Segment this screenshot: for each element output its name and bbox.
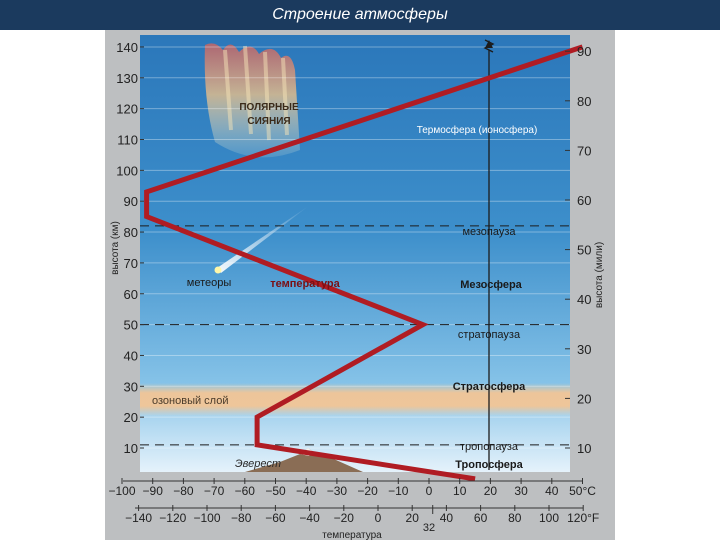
meteor-icon xyxy=(214,266,222,274)
fahrenheit-tick-label: 0 xyxy=(375,511,382,525)
celsius-tick-label: −100 xyxy=(108,484,135,498)
temperature-profile-line xyxy=(144,44,584,482)
right-tick-label: 70 xyxy=(577,143,591,158)
left-tick-label: 30 xyxy=(124,379,138,394)
left-tick-label: 40 xyxy=(124,348,138,363)
tropopause-label: тропопауза xyxy=(460,441,519,453)
left-tick-label: 140 xyxy=(116,40,138,55)
left-tick-label: 100 xyxy=(116,163,138,178)
meteor-image xyxy=(214,205,310,274)
right-tick-label: 10 xyxy=(577,441,591,456)
celsius-tick-label: −50 xyxy=(265,484,286,498)
left-tick-label: 10 xyxy=(124,441,138,456)
right-tick-label: 90 xyxy=(577,44,591,59)
gridlines xyxy=(140,46,570,449)
celsius-tick-label: 30 xyxy=(514,484,528,498)
celsius-tick-label: 10 xyxy=(453,484,467,498)
celsius-tick-label: −70 xyxy=(204,484,225,498)
bottom-axis-label: температура xyxy=(322,530,382,540)
atmosphere-figure: 140 130 120 110 100 90 80 70 60 50 40 30 20 10 90 80 70… xyxy=(105,30,615,540)
fahrenheit-tick-label: −60 xyxy=(265,511,286,525)
fahrenheit-axis-ticks: −140 −120 −100 −80 −60 −40 −20 0 20 40 60 80 100 120°… xyxy=(125,505,599,525)
left-tick-label: 70 xyxy=(124,256,138,271)
celsius-tick-label: 0 xyxy=(426,484,433,498)
aurora-label-line1: ПОЛЯРНЫЕ xyxy=(239,102,299,113)
fahrenheit-32-label: 32 xyxy=(423,522,435,534)
celsius-tick-label: −80 xyxy=(173,484,194,498)
mesosphere-label: Мезосфера xyxy=(460,279,522,291)
celsius-tick-label: 40 xyxy=(545,484,559,498)
right-axis-label: высота (мили) xyxy=(594,242,605,308)
right-tick-label: 60 xyxy=(577,193,591,208)
title-bar: Строение атмосферы xyxy=(0,0,720,30)
fahrenheit-tick-label: −140 xyxy=(125,511,152,525)
fahrenheit-tick-label: 100 xyxy=(539,511,559,525)
celsius-tick-label: −90 xyxy=(143,484,164,498)
aurora-label-line2: СИЯНИЯ xyxy=(247,116,290,127)
right-axis-ticks: 90 80 70 60 50 40 30 20 10 xyxy=(565,44,591,456)
fahrenheit-tick-label: 120°F xyxy=(567,511,599,525)
aurora-image xyxy=(204,43,300,158)
stratosphere-label: Стратосфера xyxy=(453,381,526,393)
fahrenheit-tick-label: −40 xyxy=(299,511,320,525)
page-title: Строение атмосферы xyxy=(272,6,448,23)
right-tick-label: 80 xyxy=(577,94,591,109)
fahrenheit-tick-label: 60 xyxy=(474,511,488,525)
right-tick-label: 20 xyxy=(577,391,591,406)
left-tick-label: 110 xyxy=(117,133,138,148)
right-tick-label: 50 xyxy=(577,243,591,258)
fahrenheit-tick-label: 20 xyxy=(406,511,420,525)
celsius-tick-label: −30 xyxy=(327,484,348,498)
left-tick-label: 20 xyxy=(124,410,138,425)
layer-boundaries xyxy=(140,225,570,446)
left-tick-label: 120 xyxy=(116,102,138,117)
left-tick-label: 50 xyxy=(124,318,138,333)
celsius-tick-label: 50°C xyxy=(569,484,596,498)
left-tick-label: 90 xyxy=(124,194,138,209)
left-axis-label: высота (км) xyxy=(110,221,121,275)
meteors-label: метеоры xyxy=(187,277,232,289)
right-tick-label: 30 xyxy=(577,342,591,357)
celsius-tick-label: −20 xyxy=(357,484,378,498)
left-axis-ticks: 140 130 120 110 100 90 80 70 60 50 40 30 20 10 xyxy=(116,40,144,456)
fahrenheit-tick-label: −100 xyxy=(193,511,220,525)
celsius-tick-label: 20 xyxy=(484,484,498,498)
celsius-tick-label: −60 xyxy=(235,484,256,498)
mesopause-label: мезопауза xyxy=(462,226,516,238)
fahrenheit-tick-label: −80 xyxy=(231,511,252,525)
troposphere-label: Тропосфера xyxy=(455,459,523,471)
fahrenheit-tick-label: 40 xyxy=(440,511,454,525)
everest-label: Эверест xyxy=(235,458,281,470)
fahrenheit-tick-label: 80 xyxy=(508,511,522,525)
stratopause-label: стратопауза xyxy=(458,329,521,341)
left-tick-label: 130 xyxy=(116,71,138,86)
temperature-label: температура xyxy=(270,278,340,290)
celsius-tick-label: −10 xyxy=(388,484,409,498)
fahrenheit-tick-label: −120 xyxy=(159,511,186,525)
ozone-band xyxy=(140,383,570,416)
thermosphere-label: Термосфера (ионосфера) xyxy=(417,124,538,136)
axis-break-icon xyxy=(483,39,495,53)
left-tick-label: 60 xyxy=(124,287,138,302)
fahrenheit-tick-label: −20 xyxy=(334,511,355,525)
celsius-axis-ticks: −100 −90 −80 −70 −60 −50 −40 −30 −20 −10 0 10 20 30 40… xyxy=(108,478,596,498)
right-tick-label: 40 xyxy=(577,292,591,307)
ozone-label: озоновый слой xyxy=(152,395,228,407)
celsius-tick-label: −40 xyxy=(296,484,317,498)
left-tick-label: 80 xyxy=(124,225,138,240)
arrow-up-icon xyxy=(485,40,493,48)
